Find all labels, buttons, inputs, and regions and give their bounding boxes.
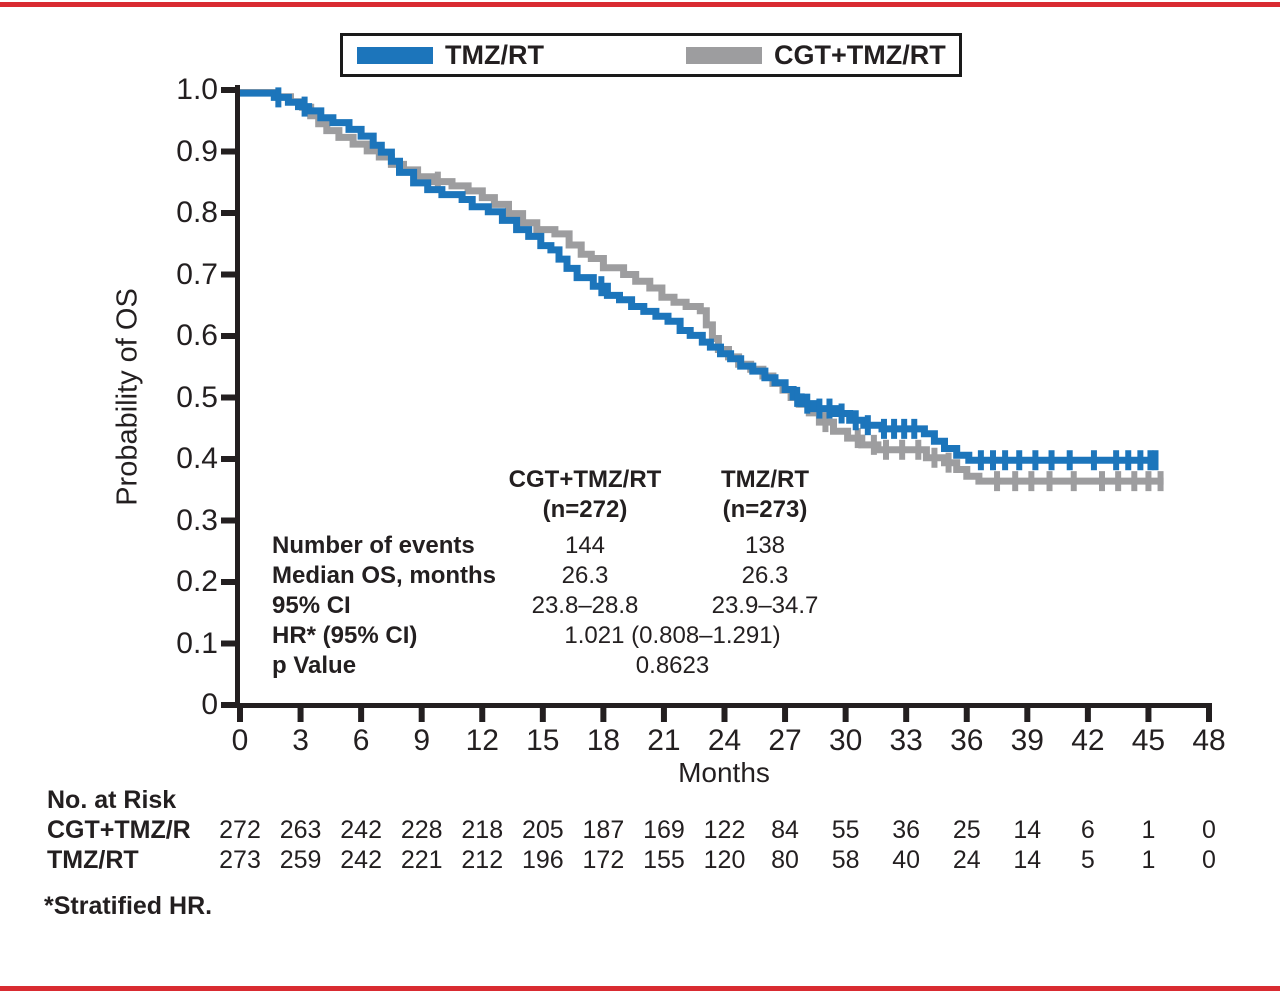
y-tick-label: 0.4 xyxy=(176,442,218,475)
x-tick-label: 42 xyxy=(1071,724,1105,757)
stats-value: 23.9–34.7 xyxy=(711,592,819,619)
legend-label-cgt-tmz-rt: CGT+TMZ/RT xyxy=(773,39,946,70)
risk-value: 122 xyxy=(703,816,746,844)
risk-value: 1 xyxy=(1141,816,1156,844)
y-tick-label: 0.3 xyxy=(176,503,218,537)
stats-row-label: Number of events xyxy=(272,532,475,559)
risk-value: 6 xyxy=(1080,816,1095,844)
risk-value: 155 xyxy=(643,846,685,874)
stats-value: 26.3 xyxy=(741,562,789,589)
footnote: *Stratified HR. xyxy=(44,892,213,920)
legend-box: TMZ/RT CGT+TMZ/RT xyxy=(340,33,962,77)
x-tick-label: 48 xyxy=(1192,724,1226,757)
risk-row-label: TMZ/RT xyxy=(47,846,139,874)
x-tick-label: 39 xyxy=(1010,724,1044,757)
stats-value-merged: 0.8623 xyxy=(635,652,710,679)
risk-value: 84 xyxy=(771,816,799,844)
risk-value: 218 xyxy=(461,816,504,844)
risk-value: 221 xyxy=(400,846,443,874)
y-tick-label: 0.9 xyxy=(176,134,218,168)
x-axis-label: Months xyxy=(678,757,770,788)
legend-item-cgt-tmz-rt: CGT+TMZ/RT xyxy=(685,39,946,71)
risk-value: 272 xyxy=(219,816,261,844)
risk-value: 58 xyxy=(831,846,860,874)
x-tick-label: 0 xyxy=(231,724,249,757)
risk-value: 14 xyxy=(1013,816,1042,844)
x-tick-label: 15 xyxy=(526,724,560,757)
risk-value: 228 xyxy=(400,816,443,844)
x-tick-label: 36 xyxy=(950,724,984,757)
stats-row-label: HR* (95% CI) xyxy=(272,622,418,649)
top-red-rule xyxy=(0,2,1280,7)
risk-value: 24 xyxy=(952,846,981,874)
x-tick-label: 18 xyxy=(586,724,621,757)
risk-value: 120 xyxy=(703,846,746,874)
y-tick-label: 0.7 xyxy=(176,257,218,291)
stats-col2-header: TMZ/RT xyxy=(721,466,809,493)
x-tick-label: 21 xyxy=(647,724,681,757)
risk-value: 172 xyxy=(582,846,625,874)
x-tick-label: 30 xyxy=(828,724,863,757)
stats-row-label: Median OS, months xyxy=(272,562,497,589)
x-tick-label: 24 xyxy=(707,724,742,757)
risk-row-label: CGT+TMZ/R xyxy=(47,816,191,844)
risk-value: 14 xyxy=(1013,846,1042,874)
stats-value: 23.8–28.8 xyxy=(531,592,639,619)
y-tick-label: 1.0 xyxy=(176,73,218,106)
stats-row-label: 95% CI xyxy=(272,592,351,619)
risk-value: 36 xyxy=(892,816,921,844)
x-tick-label: 3 xyxy=(292,724,309,757)
risk-value: 273 xyxy=(219,846,261,874)
x-tick-label: 27 xyxy=(768,724,802,757)
stats-value: 26.3 xyxy=(561,562,609,589)
risk-value: 80 xyxy=(771,846,799,874)
stats-col2-n: (n=273) xyxy=(722,496,808,523)
stats-value-merged: 1.021 (0.808–1.291) xyxy=(564,622,781,649)
km-curve-tmz-rt xyxy=(240,89,1157,464)
stats-value: 138 xyxy=(744,532,786,559)
stats-col1-n: (n=272) xyxy=(542,496,628,523)
legend-swatch-cgt-tmz-rt xyxy=(685,46,762,64)
risk-value: 1 xyxy=(1141,846,1156,874)
risk-value: 263 xyxy=(279,816,322,844)
risk-value: 55 xyxy=(831,816,860,844)
stats-value: 144 xyxy=(564,532,606,559)
legend-swatch-tmz-rt xyxy=(357,46,433,64)
risk-value: 196 xyxy=(521,846,564,874)
legend-item-tmz-rt: TMZ/RT xyxy=(357,40,544,71)
risk-value: 259 xyxy=(279,846,322,874)
legend-label-tmz-rt: TMZ/RT xyxy=(445,39,544,70)
x-tick-label: 33 xyxy=(889,724,923,757)
x-tick-label: 12 xyxy=(465,724,499,757)
y-tick-label: 0 xyxy=(201,688,218,721)
risk-value: 0 xyxy=(1202,816,1216,844)
stats-row-label: p Value xyxy=(272,652,357,679)
risk-value: 169 xyxy=(643,816,685,844)
risk-value: 0 xyxy=(1202,846,1216,874)
risk-value: 25 xyxy=(952,816,981,844)
risk-value: 205 xyxy=(521,816,564,844)
bottom-red-rule xyxy=(0,986,1280,991)
x-tick-label: 6 xyxy=(352,724,370,757)
y-tick-label: 0.5 xyxy=(176,380,218,414)
y-tick-label: 0.2 xyxy=(176,565,218,598)
x-tick-label: 45 xyxy=(1131,724,1166,757)
risk-value: 5 xyxy=(1080,846,1095,874)
y-tick-label: 0.1 xyxy=(176,626,218,660)
risk-value: 242 xyxy=(340,816,382,844)
y-tick-label: 0.6 xyxy=(176,319,218,352)
y-tick-label: 0.8 xyxy=(176,196,218,229)
risk-value: 40 xyxy=(892,846,921,874)
risk-table-title: No. at Risk xyxy=(47,786,177,814)
stats-col1-header: CGT+TMZ/RT xyxy=(508,466,662,493)
risk-value: 242 xyxy=(340,846,382,874)
x-tick-label: 9 xyxy=(413,724,431,757)
risk-value: 187 xyxy=(582,816,625,844)
risk-value: 212 xyxy=(461,846,504,874)
